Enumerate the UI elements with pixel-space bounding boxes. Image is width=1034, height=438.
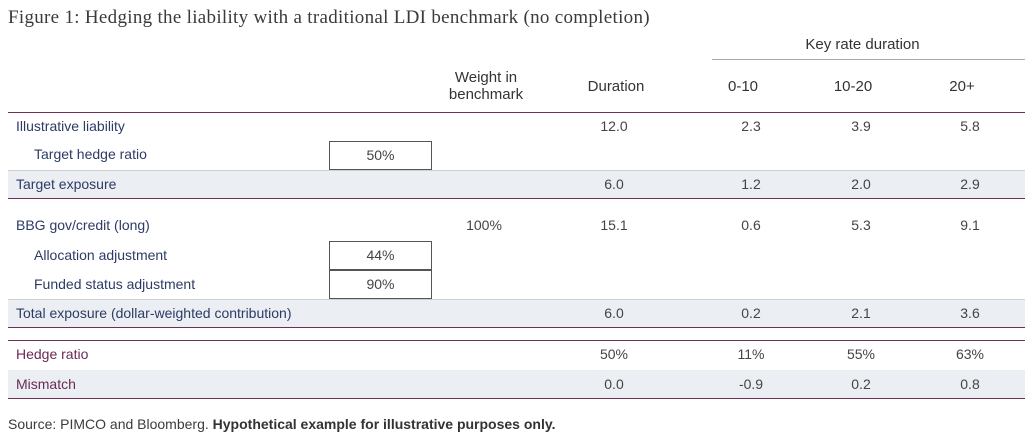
row-divider [8,170,1025,171]
table-bottom-line [8,398,1025,399]
table-row: Mismatch 0.0 -0.9 0.2 0.8 [8,370,1025,399]
krd-20plus-value: 2.9 [960,176,980,192]
krd-0-10-value: 11% [737,346,765,362]
krd-20plus-value: 0.8 [960,376,980,392]
mismatch-band [8,370,1025,398]
krd-10-20-value: 2.1 [851,305,871,321]
row-divider [8,299,1025,300]
header-divider [8,112,1025,113]
row-label: Illustrative liability [16,118,125,134]
table-row: Total exposure (dollar-weighted contribu… [8,299,1025,328]
krd-10-20-value: 55% [846,346,876,362]
duration-value: 15.1 [600,217,628,233]
key-rate-underline [712,59,1025,60]
duration-value: 0.0 [604,376,624,392]
source-text: Source: PIMCO and Bloomberg. [8,416,213,432]
row-label: BBG gov/credit (long) [16,217,150,233]
krd-20plus-value: 63% [955,346,985,362]
krd-10-20-value: 3.9 [851,118,871,134]
duration-value: 6.0 [604,305,624,321]
krd-0-10-value: 2.3 [741,118,761,134]
krd-0-10-value: -0.9 [738,376,764,392]
weight-value: 100% [466,217,502,233]
table-row: Target exposure 6.0 1.2 2.0 2.9 [8,170,1025,199]
weight-header-line2: benchmark [448,86,524,103]
row-label: Target exposure [16,176,117,192]
table-row: Allocation adjustment 44% [8,241,1025,270]
duration-value: 50% [599,346,629,362]
weight-header: Weight in benchmark [436,69,536,103]
duration-value: 12.0 [600,118,628,134]
row-label: Mismatch [16,376,76,392]
target-exposure-band [8,170,1025,198]
disclaimer-text: Hypothetical example for illustrative pu… [212,416,556,432]
total-exposure-band [8,299,1025,327]
krd-10-20-value: 0.2 [851,376,871,392]
figure-title: Figure 1: Hedging the liability with a t… [8,7,650,28]
krd-20plus-value: 3.6 [960,305,980,321]
input-box: 90% [329,270,432,299]
weight-header-line1: Weight in [454,69,518,86]
input-box: 50% [329,141,432,170]
table-row: Illustrative liability 12.0 2.3 3.9 5.8 [8,112,1025,141]
row-label: Allocation adjustment [34,247,168,263]
row-label: Target hedge ratio [34,146,147,162]
duration-value: 6.0 [604,176,624,192]
input-box: 44% [329,241,432,270]
section-divider [8,327,1025,328]
krd-20plus-value: 5.8 [960,118,980,134]
duration-header: Duration [587,78,645,95]
key-rate-duration-header: Key rate duration [805,36,920,53]
table-row: Target hedge ratio 50% [8,140,1025,170]
row-label: Funded status adjustment [34,276,196,292]
krd-10-20-value: 5.3 [851,217,871,233]
section-divider [8,340,1025,341]
krd-20plus-header: 20+ [949,78,975,95]
krd-10-20-header: 10-20 [833,78,873,95]
krd-0-10-value: 0.6 [741,217,761,233]
krd-0-10-value: 0.2 [741,305,761,321]
row-label: Hedge ratio [16,346,89,362]
krd-0-10-header: 0-10 [727,78,759,95]
krd-10-20-value: 2.0 [851,176,871,192]
krd-0-10-value: 1.2 [741,176,761,192]
table-row: BBG gov/credit (long) 100% 15.1 0.6 5.3 … [8,211,1025,240]
section-divider [8,198,1025,199]
row-label: Total exposure (dollar-weighted contribu… [16,305,292,321]
krd-20plus-value: 9.1 [960,217,980,233]
table-row: Hedge ratio 50% 11% 55% 63% [8,340,1025,369]
source-note: Source: PIMCO and Bloomberg. Hypothetica… [8,416,556,432]
table-row: Funded status adjustment 90% [8,270,1025,299]
